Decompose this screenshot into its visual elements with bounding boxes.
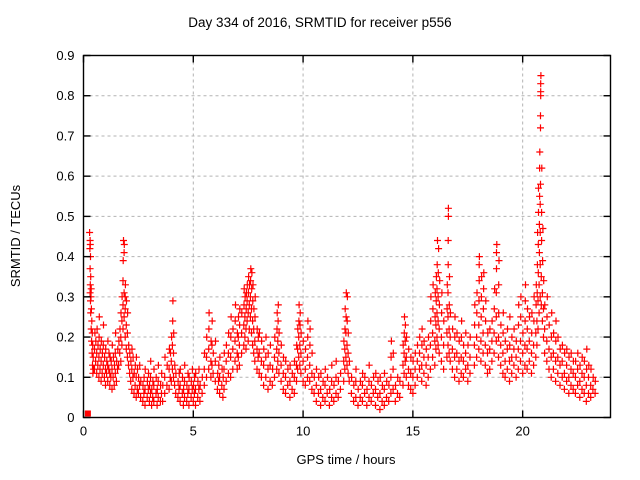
y-tick-label: 0.8: [56, 88, 74, 103]
zero-square-point: [84, 410, 91, 417]
x-tick-label: 20: [515, 424, 529, 439]
x-tick-label: 15: [406, 424, 420, 439]
scatter-points: [86, 72, 599, 413]
x-tick-label: 10: [296, 424, 310, 439]
y-tick-label: 0.3: [56, 289, 74, 304]
x-tick-label: 5: [190, 424, 197, 439]
y-tick-label: 0.7: [56, 128, 74, 143]
x-axis-label: GPS time / hours: [297, 452, 396, 467]
y-tick-label: 0.4: [56, 249, 74, 264]
x-tick-label: 0: [80, 424, 87, 439]
y-tick-label: 0.6: [56, 169, 74, 184]
plot-border: [82, 54, 612, 419]
y-axis-label: SRMTID / TECUs: [8, 184, 23, 287]
axis-layer: 0 5 10 15 20 0 0.1 0.2 0.3 0.4 0.5 0.6 0.7 0.8 0.9: [56, 48, 612, 439]
y-tick-label: 0.2: [56, 330, 74, 345]
y-tick-label: 0.9: [56, 48, 74, 63]
y-tick-label: 0.1: [56, 370, 74, 385]
data-layer: [84, 72, 599, 417]
y-tick-label: 0: [67, 410, 74, 425]
chart-title: Day 334 of 2016, SRMTID for receiver p55…: [188, 15, 451, 30]
y-tick-label: 0.5: [56, 209, 74, 224]
